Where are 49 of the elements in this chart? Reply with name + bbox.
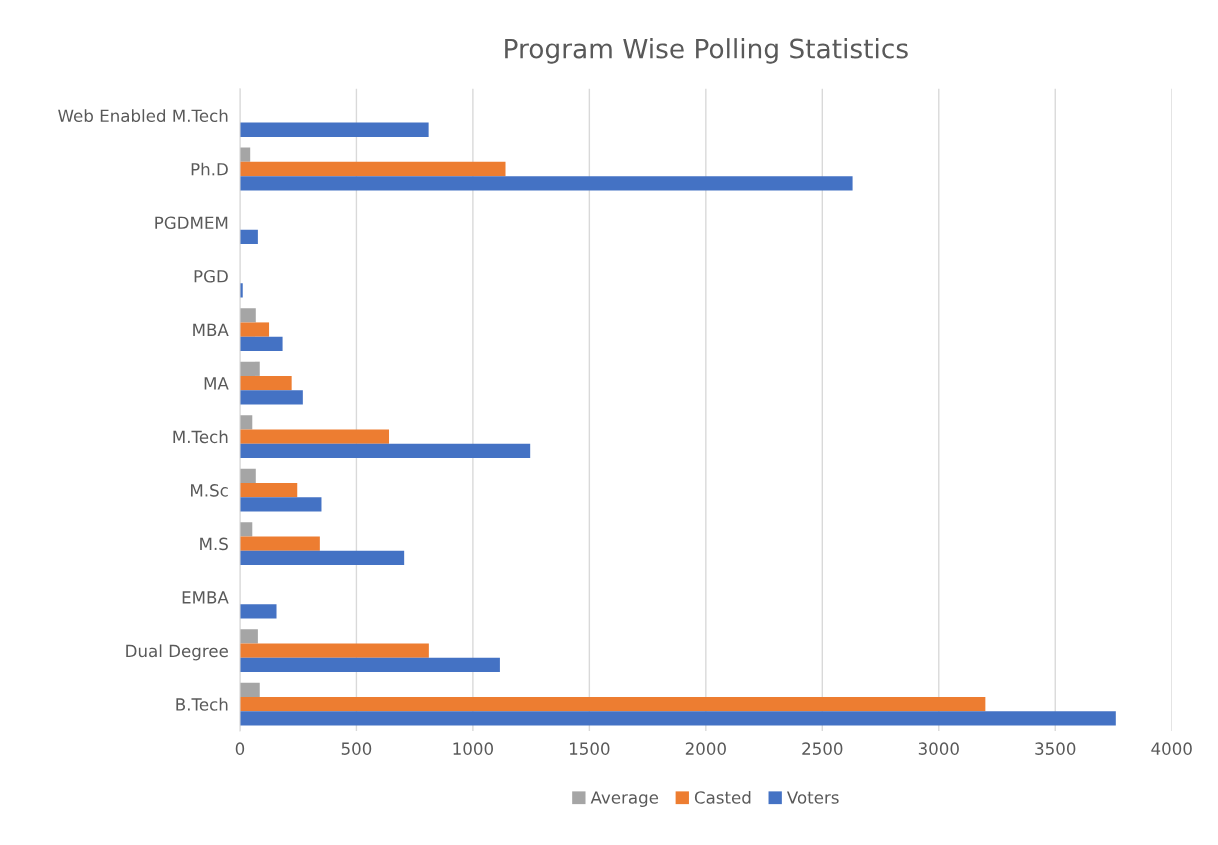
y-tick-label: B.Tech [176, 697, 228, 711]
y-tick-label: MA [204, 377, 229, 390]
bar [239, 711, 1116, 726]
bar [239, 604, 277, 619]
x-tick-label: 0 [235, 742, 245, 755]
y-tick-label: MBA [193, 323, 229, 336]
bar [239, 697, 986, 712]
bar [239, 390, 303, 405]
chart-title: Program Wise Polling Statistics [505, 38, 908, 64]
x-tick-label: 500 [341, 742, 372, 755]
bar [239, 482, 298, 498]
bar [239, 322, 270, 337]
x-tick-label: 4000 [1151, 742, 1192, 755]
bar [239, 336, 283, 351]
bar [239, 550, 405, 566]
y-tick-label: PGD [194, 270, 228, 283]
legend-label: Average [590, 791, 659, 808]
bar [239, 629, 258, 644]
bar [239, 122, 429, 137]
bar [239, 468, 256, 483]
y-tick-label: Dual Degree [126, 644, 228, 661]
x-tick-label: 3000 [918, 742, 959, 755]
bar [239, 176, 853, 191]
y-tick-label: EMBA [182, 591, 229, 604]
bar [239, 229, 258, 244]
y-tick-label: M.Sc [191, 484, 228, 497]
y-tick-label: Web Enabled M.Tech [58, 109, 228, 123]
bar [239, 161, 506, 177]
bar [239, 429, 390, 444]
bar [239, 536, 320, 551]
legend-label: Casted [694, 790, 751, 804]
x-tick-label: 3500 [1035, 742, 1076, 755]
bar [239, 375, 292, 391]
y-tick-label: M.S [200, 537, 228, 551]
y-tick-label: M.Tech [173, 430, 228, 444]
x-tick-label: 2000 [685, 742, 726, 755]
bar [239, 361, 260, 376]
bar [239, 682, 260, 698]
y-tick-label: Ph.D [191, 162, 228, 176]
legend-label: Voters [786, 791, 839, 804]
bar [239, 497, 322, 512]
y-tick-label: PGDMEM [155, 216, 228, 230]
bar [239, 657, 500, 673]
bar [239, 643, 429, 658]
bar [239, 308, 256, 323]
x-tick-label: 1500 [569, 742, 610, 755]
bar [239, 443, 531, 458]
x-tick-label: 2500 [802, 742, 843, 755]
x-tick-label: 1000 [453, 742, 493, 755]
